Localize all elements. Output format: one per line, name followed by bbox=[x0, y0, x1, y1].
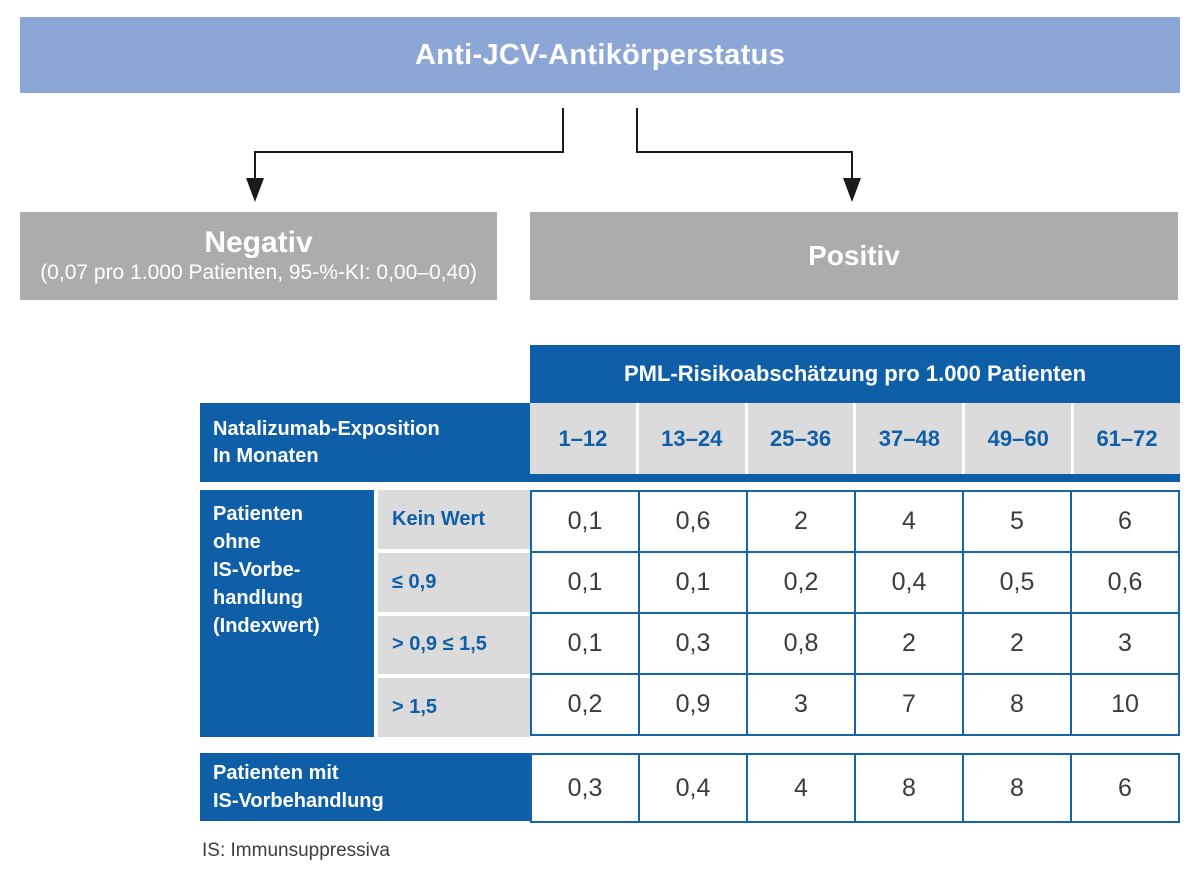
risk-value-cell: 3 bbox=[1070, 612, 1180, 675]
risk-value-cell: 10 bbox=[1070, 673, 1180, 736]
risk-value-cell: 0,2 bbox=[746, 551, 856, 614]
negative-branch-box: Negativ (0,07 pro 1.000 Patienten, 95-%-… bbox=[20, 212, 497, 300]
index-sublabel: > 1,5 bbox=[378, 678, 530, 737]
table-row: 0,1 0,1 0,2 0,4 0,5 0,6 bbox=[530, 551, 1180, 614]
negative-subtitle: (0,07 pro 1.000 Patienten, 95-%-KI: 0,00… bbox=[40, 261, 477, 285]
title-banner: Anti-JCV-Antikörperstatus bbox=[20, 17, 1180, 93]
risk-value-cell: 5 bbox=[962, 490, 1072, 553]
group-without-label-cell: Patienten ohne IS-Vorbe- handlung (Index… bbox=[200, 490, 374, 737]
risk-values-table: 0,1 0,6 2 4 5 6 0,1 0,1 0,2 0,4 0,5 0,6 … bbox=[530, 490, 1180, 736]
risk-value-cell: 0,6 bbox=[1070, 551, 1180, 614]
risk-value-cell: 0,5 bbox=[962, 551, 1072, 614]
month-header-row: 1–12 13–24 25–36 37–48 49–60 61–72 bbox=[530, 403, 1180, 474]
positive-branch-box: Positiv bbox=[530, 212, 1178, 300]
risk-value-cell: 4 bbox=[854, 490, 964, 553]
exposure-header-line2: In Monaten bbox=[213, 444, 319, 467]
risk-value-cell: 8 bbox=[962, 673, 1072, 736]
risk-value-cell: 2 bbox=[746, 490, 856, 553]
risk-value-cell: 6 bbox=[1070, 490, 1180, 553]
risk-value-cell: 0,1 bbox=[530, 551, 640, 614]
risk-value-cell: 0,3 bbox=[638, 612, 748, 675]
risk-value-cell: 0,3 bbox=[530, 753, 640, 823]
risk-value-cell: 0,9 bbox=[638, 673, 748, 736]
index-sublabel: Kein Wert bbox=[378, 490, 530, 549]
group-without-label-line: (Indexwert) bbox=[213, 615, 320, 637]
page-title: Anti-JCV-Antikörperstatus bbox=[414, 38, 786, 71]
group-with-label-cell: Patienten mit IS-Vorbehandlung bbox=[200, 753, 530, 821]
risk-value-cell: 2 bbox=[962, 612, 1072, 675]
pml-risk-header-label: PML-Risikoabschätzung pro 1.000 Patiente… bbox=[623, 361, 1087, 386]
month-column-header: 37–48 bbox=[856, 403, 963, 474]
month-column-header: 61–72 bbox=[1074, 403, 1180, 474]
group-without-label-line: Patienten bbox=[213, 503, 304, 525]
risk-value-cell: 2 bbox=[854, 612, 964, 675]
risk-value-cell: 0,1 bbox=[638, 551, 748, 614]
risk-value-cell: 0,2 bbox=[530, 673, 640, 736]
month-column-header: 13–24 bbox=[638, 403, 745, 474]
group-without-label-line: handlung bbox=[213, 587, 303, 609]
risk-value-cell: 8 bbox=[962, 753, 1072, 823]
risk-value-cell: 0,1 bbox=[530, 612, 640, 675]
index-sublabel: > 0,9 ≤ 1,5 bbox=[378, 615, 530, 675]
risk-value-cell: 3 bbox=[746, 673, 856, 736]
month-column-header: 25–36 bbox=[747, 403, 854, 474]
group-with-label-line2: IS-Vorbehandlung bbox=[213, 790, 384, 812]
month-header-underline bbox=[530, 474, 1180, 482]
risk-value-cell: 7 bbox=[854, 673, 964, 736]
month-column-header: 1–12 bbox=[530, 403, 636, 474]
month-column-header: 49–60 bbox=[965, 403, 1072, 474]
risk-value-cell: 0,1 bbox=[530, 490, 640, 553]
exposure-header-line1: Natalizumab-Exposition bbox=[213, 417, 440, 440]
risk-value-cell: 0,8 bbox=[746, 612, 856, 675]
arrow-down-left-icon bbox=[246, 178, 264, 202]
risk-value-cell: 0,4 bbox=[854, 551, 964, 614]
table-row: 0,1 0,3 0,8 2 2 3 bbox=[530, 612, 1180, 675]
risk-value-cell: 0,6 bbox=[638, 490, 748, 553]
index-sublabel-column: Kein Wert ≤ 0,9 > 0,9 ≤ 1,5 > 1,5 bbox=[378, 490, 530, 737]
group-with-label-line1: Patienten mit bbox=[213, 762, 339, 784]
group-without-label-line: IS-Vorbe- bbox=[213, 559, 301, 581]
table-row: 0,2 0,9 3 7 8 10 bbox=[530, 673, 1180, 736]
pml-risk-header: PML-Risikoabschätzung pro 1.000 Patiente… bbox=[530, 345, 1180, 403]
arrow-down-right-icon bbox=[843, 178, 861, 202]
risk-value-cell: 8 bbox=[854, 753, 964, 823]
positive-title: Positiv bbox=[808, 240, 900, 271]
table-row: 0,3 0,4 4 8 8 6 bbox=[530, 753, 1180, 823]
risk-value-cell: 6 bbox=[1070, 753, 1180, 823]
negative-title: Negativ bbox=[204, 225, 313, 259]
risk-value-cell: 0,4 bbox=[638, 753, 748, 823]
index-sublabel: ≤ 0,9 bbox=[378, 552, 530, 612]
footnote: IS: Immunsuppressiva bbox=[202, 840, 390, 861]
group-without-label-line: ohne bbox=[213, 531, 261, 553]
exposure-header-cell: Natalizumab-Exposition In Monaten bbox=[200, 403, 530, 482]
risk-values-bottom-table: 0,3 0,4 4 8 8 6 bbox=[530, 753, 1180, 823]
risk-value-cell: 4 bbox=[746, 753, 856, 823]
table-row: 0,1 0,6 2 4 5 6 bbox=[530, 490, 1180, 553]
